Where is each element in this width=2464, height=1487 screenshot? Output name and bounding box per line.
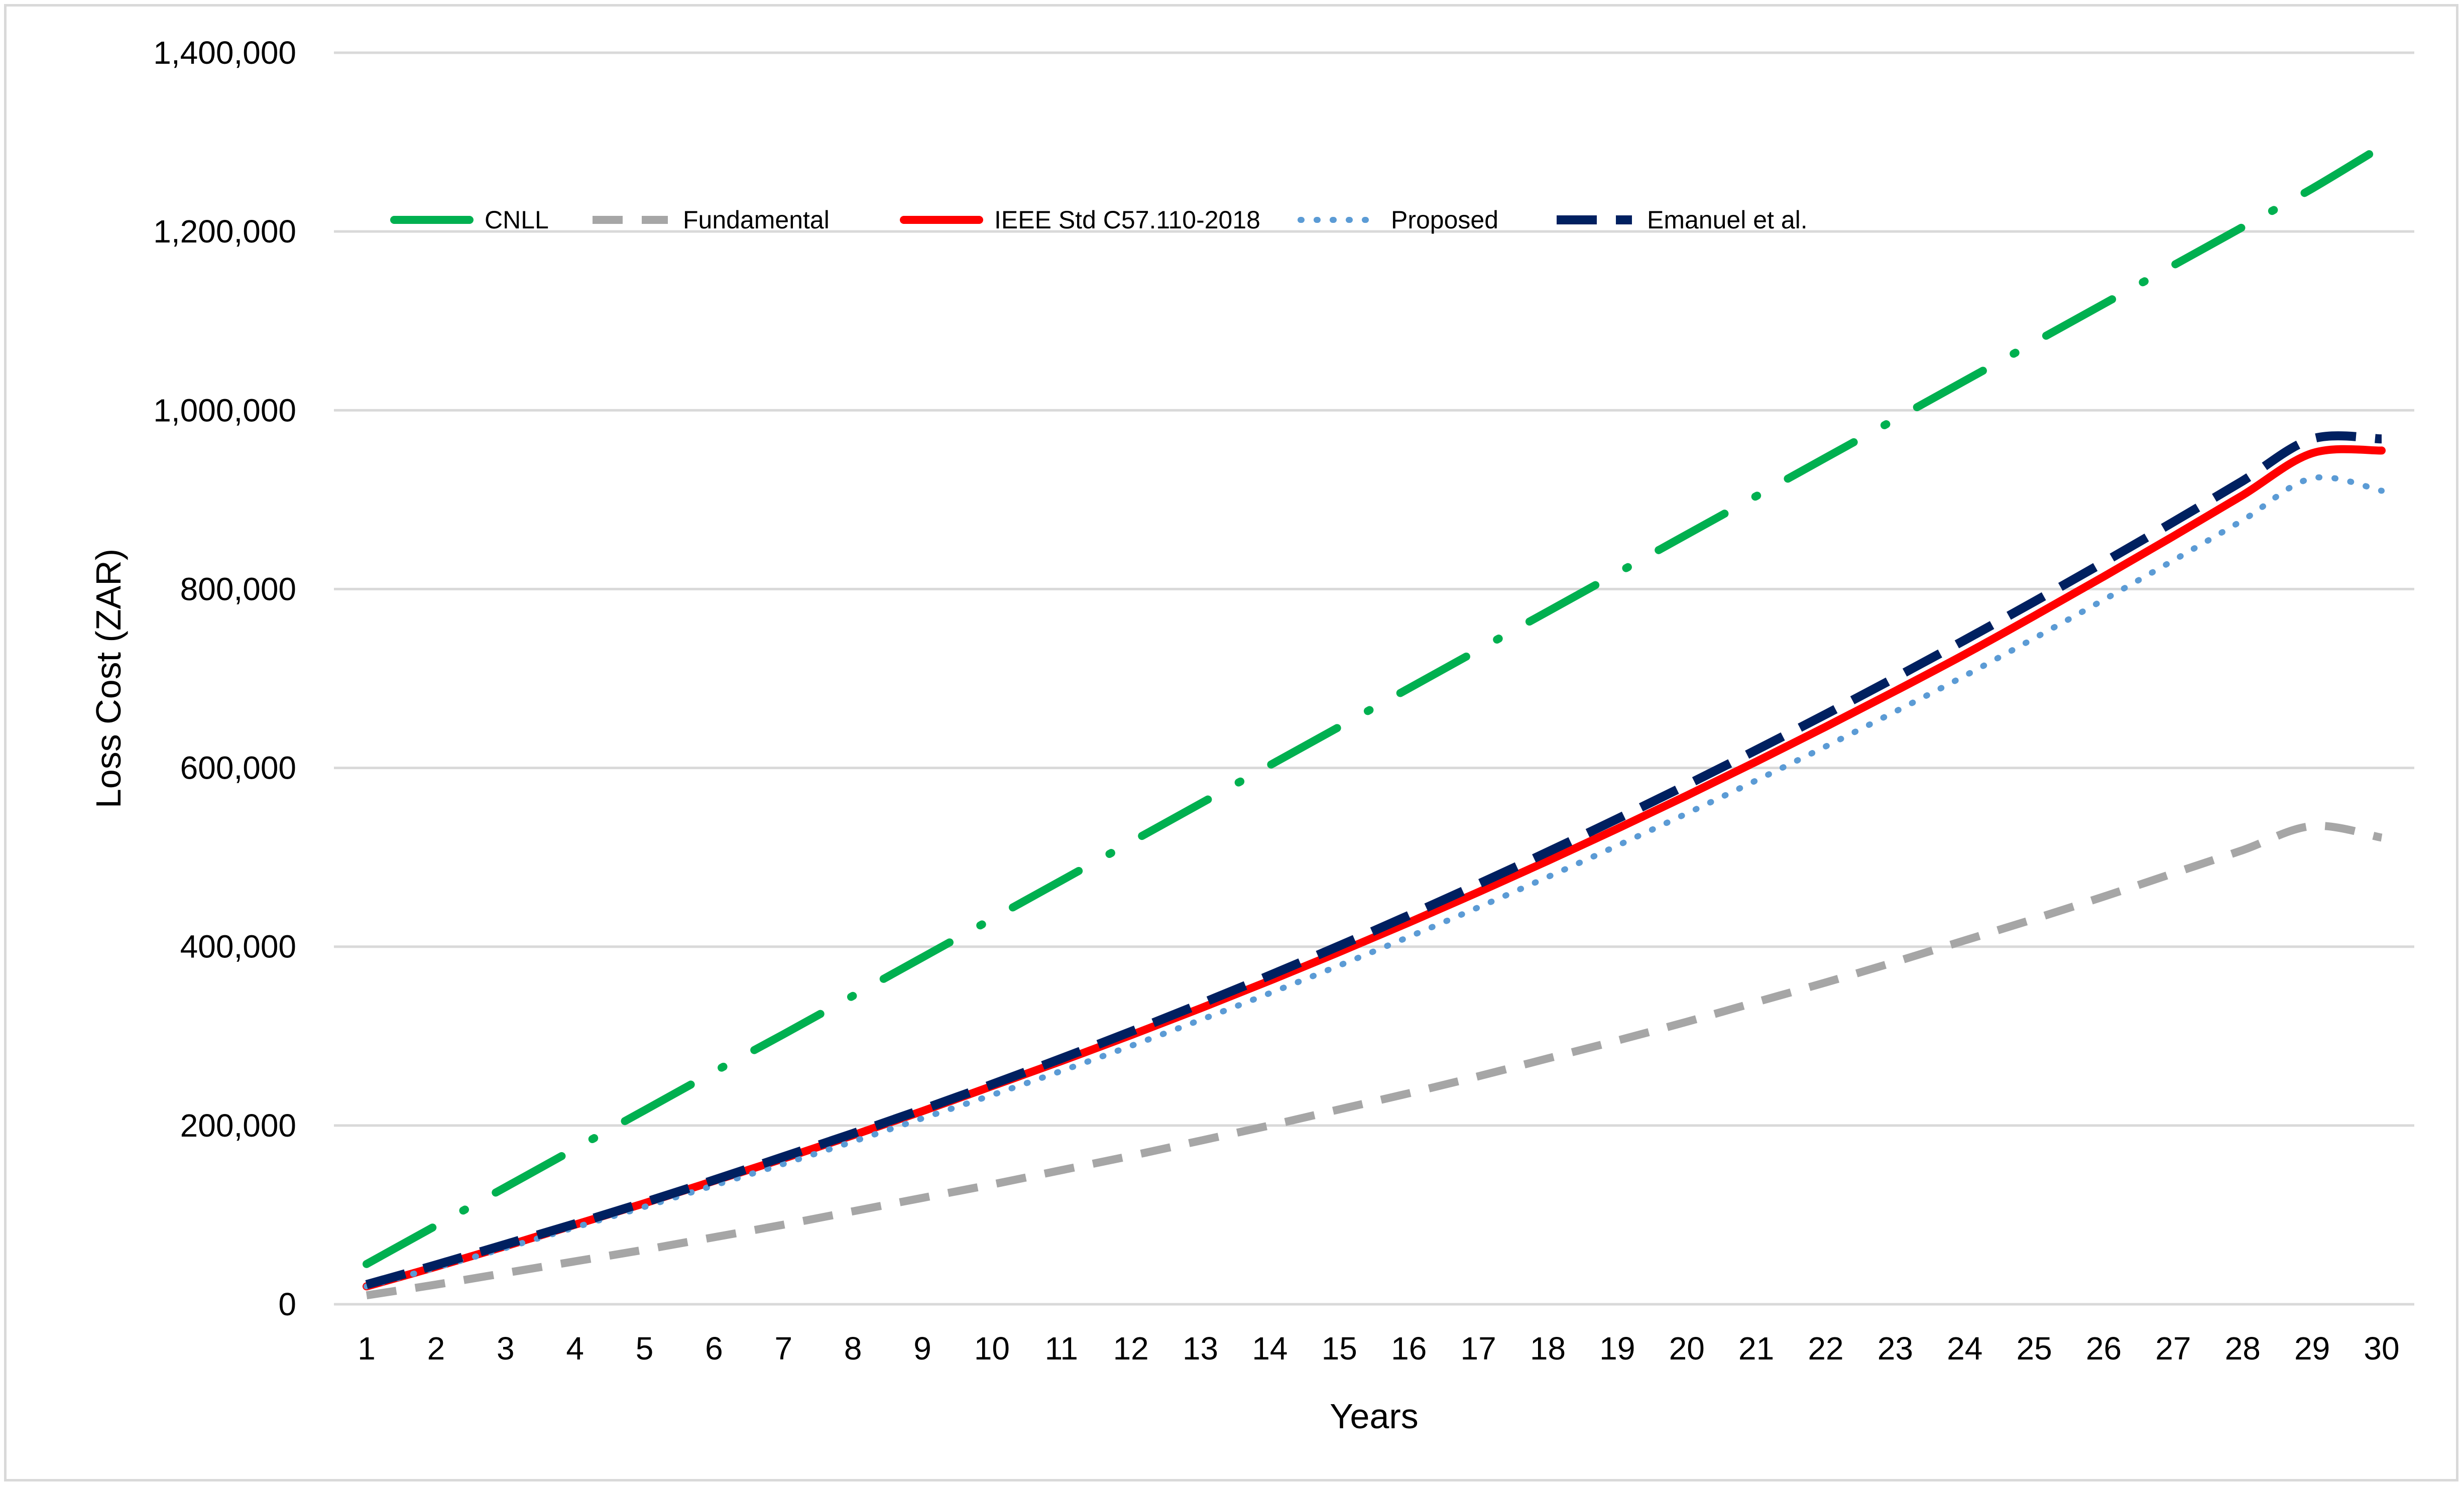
x-tick-label: 29 xyxy=(2294,1330,2330,1367)
x-tick-label: 11 xyxy=(1045,1330,1078,1367)
x-tick-label: 16 xyxy=(1391,1330,1427,1367)
legend-label: Emanuel et al. xyxy=(1647,206,1808,234)
x-tick-label: 4 xyxy=(566,1330,584,1367)
x-tick-label: 17 xyxy=(1460,1330,1496,1367)
series-line-0 xyxy=(363,142,2386,1268)
legend-label: Proposed xyxy=(1391,206,1498,234)
x-tick-label: 10 xyxy=(974,1330,1010,1367)
x-tick-label: 14 xyxy=(1252,1330,1287,1367)
series-layer xyxy=(363,142,2386,1300)
x-tick-label: 1 xyxy=(358,1330,376,1367)
grid-layer xyxy=(334,51,2414,1306)
y-tick-label: 1,400,000 xyxy=(153,35,296,71)
x-tick-label: 26 xyxy=(2086,1330,2122,1367)
x-tick-label: 30 xyxy=(2364,1330,2399,1367)
x-tick-label: 15 xyxy=(1322,1330,1357,1367)
x-tick-label: 9 xyxy=(913,1330,931,1367)
x-tick-label: 18 xyxy=(1530,1330,1566,1367)
x-tick-label: 13 xyxy=(1183,1330,1218,1367)
y-tick-label: 1,200,000 xyxy=(153,213,296,250)
x-tick-label: 7 xyxy=(774,1330,792,1367)
series-line-1 xyxy=(366,821,2383,1300)
y-tick-label: 200,000 xyxy=(180,1107,296,1144)
x-tick-label: 27 xyxy=(2155,1330,2191,1367)
x-tick-label: 25 xyxy=(2017,1330,2052,1367)
x-axis-title: Years xyxy=(1330,1397,1418,1436)
x-tick-label: 24 xyxy=(1947,1330,1982,1367)
y-tick-label: 400,000 xyxy=(180,929,296,965)
y-tick-label: 0 xyxy=(278,1286,296,1322)
x-tick-label: 8 xyxy=(844,1330,862,1367)
x-tick-label: 20 xyxy=(1669,1330,1705,1367)
legend-label: CNLL xyxy=(485,206,549,234)
x-tick-label: 12 xyxy=(1113,1330,1149,1367)
y-tick-label: 800,000 xyxy=(180,571,296,607)
y-tick-label: 1,000,000 xyxy=(153,392,296,428)
series-line-4 xyxy=(365,431,2382,1289)
legend: CNLL Fundamental IEEE Std C57.110-2018 Prop… xyxy=(390,206,1808,234)
legend-label: Fundamental xyxy=(683,206,830,234)
y-axis-title: Loss Cost (ZAR) xyxy=(89,549,128,808)
x-tick-label: 21 xyxy=(1738,1330,1774,1367)
series-line-3 xyxy=(364,474,2385,1290)
y-tick-label: 600,000 xyxy=(180,750,296,786)
x-tick-label: 5 xyxy=(636,1330,654,1367)
x-tick-label: 6 xyxy=(705,1330,723,1367)
legend-label: IEEE Std C57.110-2018 xyxy=(994,206,1260,234)
x-tick-label: 28 xyxy=(2225,1330,2261,1367)
x-tick-label: 23 xyxy=(1878,1330,1913,1367)
x-tick-label: 3 xyxy=(497,1330,515,1367)
tick-layer: 0 200,000 400,000 600,000 800,000 1,000,000 1,… xyxy=(153,35,2399,1367)
x-tick-label: 22 xyxy=(1808,1330,1843,1367)
x-tick-label: 19 xyxy=(1599,1330,1635,1367)
x-tick-label: 2 xyxy=(427,1330,445,1367)
